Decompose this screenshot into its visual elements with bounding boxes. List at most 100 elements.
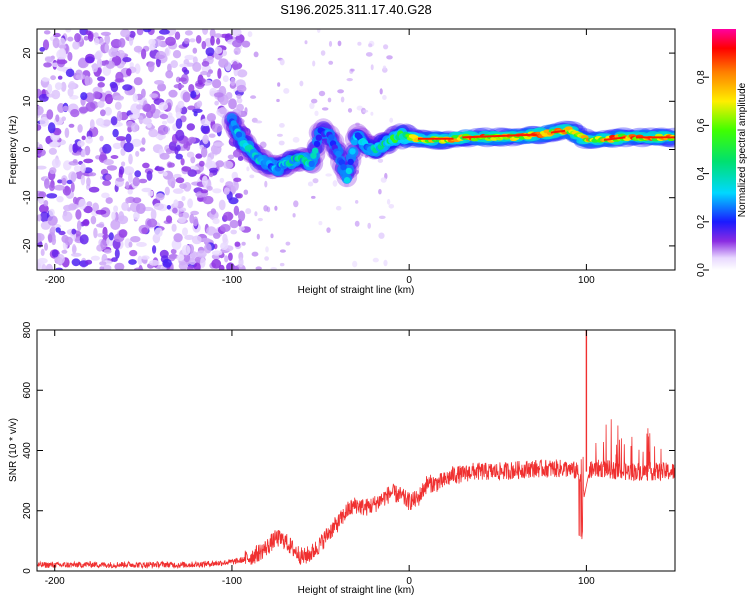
noise-blob <box>51 158 61 169</box>
noise-blob <box>265 246 269 253</box>
noise-blob <box>110 116 118 126</box>
noise-blob <box>211 250 223 256</box>
noise-blob <box>62 211 73 222</box>
noise-blob <box>136 29 144 36</box>
noise-blob <box>75 209 82 220</box>
noise-blob <box>222 75 229 83</box>
noise-blob <box>231 265 239 270</box>
noise-blob <box>201 40 207 50</box>
ridge-core <box>340 164 347 171</box>
noise-blob <box>182 91 191 103</box>
colorbar-tick-label: 0.8 <box>696 70 707 84</box>
noise-blob <box>65 29 72 33</box>
noise-blob <box>187 136 197 144</box>
noise-blob <box>125 181 130 189</box>
noise-blob <box>73 165 81 173</box>
noise-blob <box>154 227 163 238</box>
noise-blob <box>195 153 203 159</box>
noise-blob <box>84 76 93 86</box>
noise-blob <box>71 228 77 235</box>
noise-blob <box>128 114 139 119</box>
snr-y-label: SNR (10 * v/v) <box>8 418 19 482</box>
noise-blob <box>279 123 285 128</box>
noise-blob <box>103 249 112 254</box>
noise-blob <box>190 156 196 164</box>
noise-blob <box>388 204 395 209</box>
noise-blob <box>222 233 228 244</box>
noise-blob <box>96 223 105 228</box>
noise-blob <box>62 105 69 112</box>
noise-blob <box>102 119 111 127</box>
noise-blob <box>183 69 190 75</box>
noise-blob <box>37 261 41 270</box>
noise-blob <box>105 197 113 204</box>
noise-blob <box>97 82 105 88</box>
noise-blob <box>133 77 143 86</box>
noise-blob <box>132 197 142 204</box>
noise-blob <box>318 221 323 226</box>
noise-blob <box>278 140 285 146</box>
noise-blob <box>181 196 186 201</box>
noise-blob <box>225 181 234 188</box>
noise-blob <box>165 215 173 223</box>
ridge-core <box>230 120 237 127</box>
noise-blob <box>136 104 143 110</box>
noise-blob <box>131 138 142 147</box>
noise-blob <box>138 178 148 184</box>
noise-blob <box>153 202 164 211</box>
noise-blob <box>228 98 237 110</box>
noise-blob <box>152 245 157 254</box>
ridge-peak-segment <box>550 129 566 134</box>
ridge-core <box>345 167 353 175</box>
noise-blob <box>97 100 105 108</box>
noise-blob <box>228 252 233 261</box>
noise-blob <box>85 259 93 265</box>
noise-blob <box>312 178 319 184</box>
noise-blob <box>78 198 87 210</box>
noise-blob <box>60 81 67 92</box>
noise-blob <box>202 134 209 145</box>
noise-blob <box>50 75 56 81</box>
spectrogram-x-label: Height of straight line (km) <box>298 285 415 296</box>
noise-blob <box>148 128 159 138</box>
noise-blob <box>187 265 194 270</box>
noise-blob <box>94 51 102 60</box>
noise-blob <box>201 60 210 67</box>
noise-blob <box>162 258 172 268</box>
noise-blob <box>132 176 140 187</box>
noise-blob <box>292 136 300 143</box>
noise-blob <box>37 165 47 170</box>
noise-blob <box>165 70 174 79</box>
noise-blob <box>96 57 103 69</box>
noise-blob <box>154 167 165 171</box>
noise-blob <box>44 56 54 63</box>
noise-blob <box>277 82 281 87</box>
noise-blob <box>104 106 112 116</box>
noise-blob <box>362 109 369 113</box>
noise-blob <box>72 143 78 154</box>
noise-blob <box>39 204 49 214</box>
noise-blob <box>219 224 231 232</box>
noise-blob <box>357 41 362 46</box>
noise-blob <box>61 249 68 254</box>
noise-blob <box>167 63 172 73</box>
y-tick-label: 400 <box>22 442 33 459</box>
noise-blob <box>167 162 175 168</box>
noise-blob <box>210 143 222 155</box>
noise-blob <box>321 107 329 111</box>
noise-blob <box>326 227 331 233</box>
noise-blob <box>104 59 109 65</box>
noise-blob <box>386 55 393 60</box>
noise-blob <box>56 196 64 203</box>
ridge-core <box>343 177 351 184</box>
noise-blob <box>328 60 334 65</box>
noise-blob <box>224 255 229 263</box>
noise-blob <box>149 43 156 51</box>
noise-blob <box>168 141 179 151</box>
noise-blob <box>116 110 123 122</box>
noise-blob <box>154 54 165 60</box>
noise-blob <box>61 116 66 122</box>
noise-blob <box>121 161 126 167</box>
ridge-core <box>351 139 358 146</box>
noise-blob <box>181 166 192 172</box>
